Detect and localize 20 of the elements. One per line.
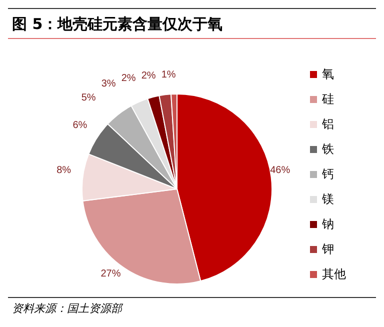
legend-label: 钾 (322, 240, 334, 258)
data-label: 5% (81, 92, 96, 104)
data-label: 27% (100, 268, 121, 280)
chart-title: 图 5：地壳硅元素含量仅次于氧 (8, 8, 376, 39)
legend-label: 其他 (322, 266, 346, 282)
data-label: 6% (72, 120, 88, 132)
data-label: 2% (141, 70, 156, 82)
data-label: 8% (56, 164, 72, 176)
legend-label: 硅 (322, 90, 334, 108)
data-label: 46% (270, 164, 290, 176)
data-label: 2% (121, 72, 136, 84)
legend-label: 氧 (322, 66, 334, 82)
legend-label: 铁 (322, 140, 334, 158)
text: 资料来源：国土资源部 (12, 301, 124, 316)
legend-label: 钙 (322, 166, 334, 182)
data-label: 3% (101, 78, 116, 90)
legend-label: 钠 (322, 216, 334, 232)
data-label: 1% (161, 70, 176, 81)
legend-label: 铝 (322, 116, 334, 132)
legend-label: 镁 (322, 190, 334, 208)
